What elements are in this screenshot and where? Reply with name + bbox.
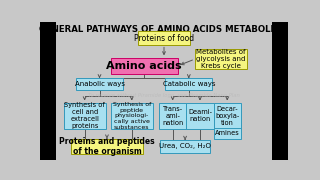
- Text: Trans-
ami-
nation: Trans- ami- nation: [162, 106, 183, 126]
- Text: Amino acids: Amino acids: [106, 61, 182, 71]
- FancyBboxPatch shape: [165, 78, 212, 90]
- FancyBboxPatch shape: [160, 140, 210, 153]
- FancyBboxPatch shape: [64, 103, 106, 129]
- FancyBboxPatch shape: [138, 31, 190, 45]
- Text: GENERAL PATHWAYS OF AMINO ACIDS METABOLISM: GENERAL PATHWAYS OF AMINO ACIDS METABOLI…: [39, 25, 289, 34]
- FancyBboxPatch shape: [195, 49, 247, 69]
- Text: Anabolic ways: Anabolic ways: [75, 81, 124, 87]
- FancyBboxPatch shape: [214, 128, 241, 139]
- Text: Urea, CO₂, H₂O: Urea, CO₂, H₂O: [159, 143, 211, 149]
- Text: Catabolic ways: Catabolic ways: [163, 81, 215, 87]
- FancyBboxPatch shape: [159, 103, 186, 129]
- Text: Proteins of food: Proteins of food: [134, 34, 194, 43]
- Text: Metabolites of
glycolysis and
Krebs cycle: Metabolites of glycolysis and Krebs cycl…: [196, 49, 246, 69]
- FancyBboxPatch shape: [214, 103, 241, 129]
- FancyBboxPatch shape: [76, 78, 123, 90]
- Text: Amines: Amines: [215, 130, 240, 136]
- Text: Synthesis of
cell and
extracell
proteins: Synthesis of cell and extracell proteins: [64, 102, 105, 129]
- FancyBboxPatch shape: [186, 103, 214, 129]
- Text: Decar-
boxyla-
tion: Decar- boxyla- tion: [215, 106, 239, 126]
- Text: Proteins and peptides
of the organism: Proteins and peptides of the organism: [59, 137, 155, 156]
- Bar: [272, 22, 288, 160]
- Bar: [40, 22, 56, 160]
- FancyBboxPatch shape: [71, 139, 143, 154]
- Text: Synthesis of
peptide
physiologi-
cally active
substances: Synthesis of peptide physiologi- cally a…: [113, 102, 151, 130]
- FancyBboxPatch shape: [111, 103, 153, 129]
- Text: Deami-
nation: Deami- nation: [188, 109, 212, 122]
- FancyBboxPatch shape: [111, 58, 178, 74]
- Text: To receive without Piramide logo, use Piramide Nano Plan: To receive without Piramide logo, use Pi…: [88, 93, 240, 98]
